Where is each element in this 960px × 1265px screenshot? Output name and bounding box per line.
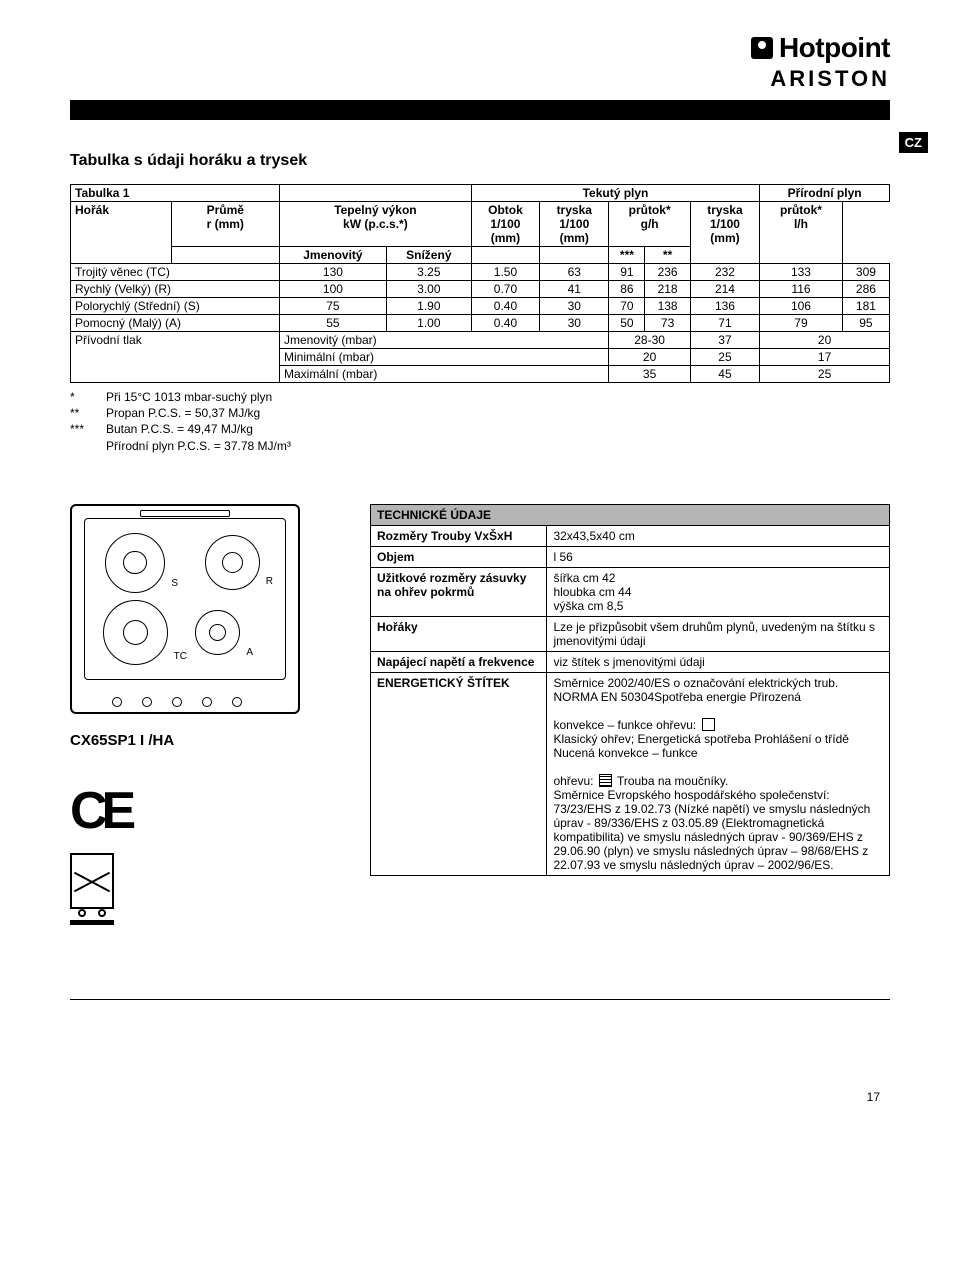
energy-value: Směrnice 2002/40/ES o označování elektri… — [547, 672, 890, 875]
knob-icon — [202, 697, 212, 707]
table-row: Hořáky Lze je přizpůsobit všem druhům pl… — [371, 616, 890, 651]
tech-data-table: TECHNICKÉ ÚDAJE Rozměry Trouby VxŠxH 32x… — [370, 504, 890, 876]
lang-tag: CZ — [899, 132, 928, 153]
footnote-3: Butan P.C.S. = 49,47 MJ/kg — [106, 421, 253, 437]
model-number: CX65SP1 I /HA — [70, 732, 320, 749]
table-row: Napájecí napětí a frekvence viz štítek s… — [371, 651, 890, 672]
col-star3: *** — [609, 247, 645, 264]
table-row: Polorychlý (Střední) (S) 75 1.90 0.40 30… — [71, 298, 890, 315]
brand-header: Hotpoint ARISTON — [70, 32, 890, 92]
compliance-marks: CE — [70, 781, 180, 909]
hob-diagram: S R TC A — [70, 504, 300, 714]
col-bypass: Obtok1/100(mm) — [471, 202, 539, 247]
col-flow: průtok*g/h — [609, 202, 690, 247]
burner-R-icon: R — [205, 535, 260, 590]
col-diameter: Průměr (mm) — [171, 202, 279, 247]
page-number: 17 — [70, 1090, 890, 1104]
col-group-natural: Přírodní plyn — [760, 185, 890, 202]
footnote-2: Propan P.C.S. = 50,37 MJ/kg — [106, 405, 260, 421]
tech-title: TECHNICKÉ ÚDAJE — [371, 504, 890, 525]
burner-S-icon: S — [105, 533, 165, 593]
weee-bin-icon — [70, 853, 114, 909]
section-title: Tabulka s údaji horáku a trysek — [70, 152, 890, 170]
brand-line2: ARISTON — [70, 66, 890, 92]
hob-slot-icon — [140, 510, 230, 517]
footnote-1: Při 15°C 1013 mbar-suchý plyn — [106, 389, 272, 405]
col-burner: Hořák — [71, 202, 172, 264]
col-group-liquid: Tekutý plyn — [471, 185, 759, 202]
mode-icon — [702, 718, 715, 731]
knob-icon — [232, 697, 242, 707]
burner-A-icon: A — [195, 610, 240, 655]
burner-TC-icon: TC — [103, 600, 168, 665]
brand-hotpoint: Hotpoint — [751, 32, 890, 64]
table-row: Objem l 56 — [371, 546, 890, 567]
table-caption: Tabulka 1 — [71, 185, 280, 202]
pressure-row: Přívodní tlak Jmenovitý (mbar) 28-30 37 … — [71, 332, 890, 349]
table-row: Rozměry Trouby VxŠxH 32x43,5x40 cm — [371, 525, 890, 546]
col-flow2: průtok*l/h — [760, 202, 843, 264]
footer-rule — [70, 999, 890, 1000]
col-power: Tepelný výkonkW (p.c.s.*) — [279, 202, 471, 247]
table-row: Užitkové rozměry zásuvky na ohřev pokrmů… — [371, 567, 890, 616]
energy-row: ENERGETICKÝ ŠTÍTEK Směrnice 2002/40/ES o… — [371, 672, 890, 875]
knob-icon — [142, 697, 152, 707]
brand-dot-icon — [751, 37, 773, 59]
col-nozzle: tryska1/100(mm) — [540, 202, 609, 247]
table-row: Pomocný (Malý) (A) 55 1.00 0.40 30 50 73… — [71, 315, 890, 332]
burner-table: Tabulka 1 Tekutý plyn Přírodní plyn Hořá… — [70, 184, 890, 383]
knob-icon — [112, 697, 122, 707]
col-nominal: Jmenovitý — [279, 247, 386, 264]
table-row: Rychlý (Velký) (R) 100 3.00 0.70 41 86 2… — [71, 281, 890, 298]
table-row: Trojitý věnec (TC) 130 3.25 1.50 63 91 2… — [71, 264, 890, 281]
col-star2: ** — [645, 247, 690, 264]
knob-icon — [172, 697, 182, 707]
mode-icon — [599, 774, 612, 787]
header-rule — [70, 100, 890, 120]
col-reduced: Snížený — [386, 247, 471, 264]
footnotes: *Při 15°C 1013 mbar-suchý plyn **Propan … — [70, 389, 890, 454]
brand-line1: Hotpoint — [779, 32, 890, 64]
footnote-4: Přírodní plyn P.C.S. = 37.78 MJ/m³ — [106, 438, 291, 454]
col-nozzle2: tryska1/100(mm) — [690, 202, 759, 264]
ce-mark-icon: CE — [70, 781, 180, 841]
